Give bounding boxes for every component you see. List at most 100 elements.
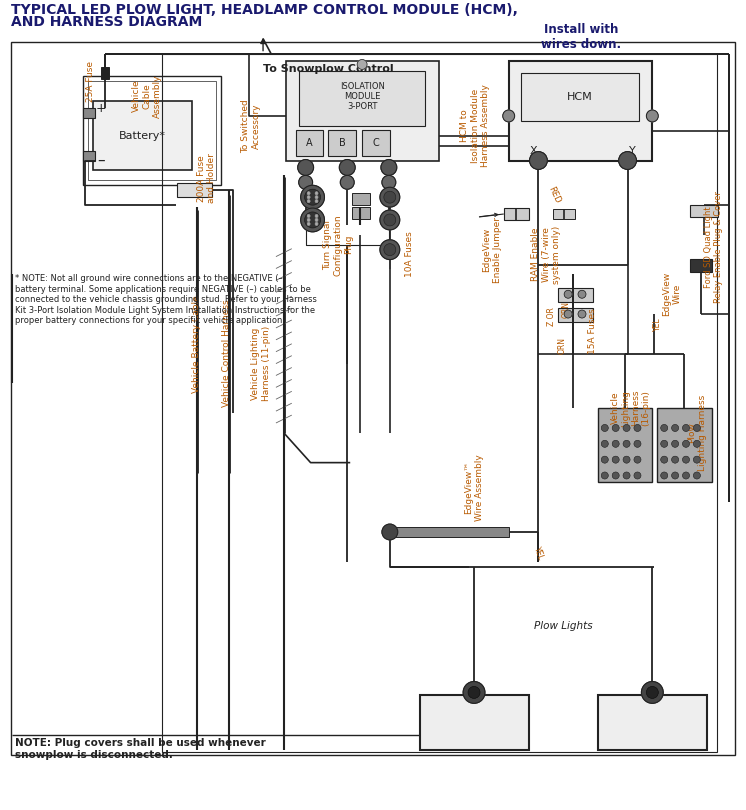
Circle shape [307, 192, 310, 194]
Text: Install with
wires down.: Install with wires down. [541, 23, 621, 51]
Circle shape [384, 244, 396, 256]
Circle shape [683, 441, 689, 447]
Circle shape [298, 176, 313, 190]
Circle shape [601, 441, 608, 447]
Circle shape [307, 199, 310, 202]
Text: +: + [95, 101, 106, 114]
Text: Plow Lights: Plow Lights [534, 621, 592, 631]
Circle shape [683, 456, 689, 463]
Text: –: – [97, 153, 104, 168]
Circle shape [646, 687, 658, 698]
Bar [657, 408, 712, 483]
Circle shape [634, 472, 641, 479]
Bar [11, 41, 735, 755]
Circle shape [671, 456, 679, 463]
Bar [88, 81, 216, 181]
Circle shape [564, 310, 572, 318]
Text: B: B [339, 138, 345, 147]
Bar [598, 696, 706, 750]
Text: EdgeView
Wire: EdgeView Wire [662, 272, 682, 317]
Text: EdgeView
Enable Jumper: EdgeView Enable Jumper [482, 216, 501, 283]
Circle shape [468, 687, 480, 698]
Circle shape [671, 424, 679, 432]
Circle shape [380, 210, 400, 230]
Circle shape [661, 424, 668, 432]
Circle shape [315, 196, 318, 198]
Text: Vehicle
Cable
Assembly: Vehicle Cable Assembly [132, 75, 162, 118]
Text: 25A Fuse: 25A Fuse [87, 61, 95, 102]
Circle shape [694, 456, 700, 463]
Text: ORN: ORN [558, 337, 567, 354]
Circle shape [380, 240, 400, 259]
Bar [598, 408, 652, 483]
Circle shape [683, 424, 689, 432]
Bar [83, 151, 95, 160]
Circle shape [315, 192, 318, 194]
Circle shape [601, 472, 608, 479]
Text: AND HARNESS DIAGRAM: AND HARNESS DIAGRAM [11, 15, 203, 29]
Bar [298, 71, 425, 126]
Circle shape [307, 219, 310, 221]
Circle shape [623, 424, 630, 432]
Text: To Snowplow Control: To Snowplow Control [263, 64, 394, 75]
Circle shape [612, 441, 619, 447]
Circle shape [384, 214, 396, 226]
Circle shape [623, 441, 630, 447]
Text: RED: RED [546, 185, 562, 205]
Circle shape [463, 681, 485, 703]
Circle shape [339, 160, 355, 176]
Circle shape [357, 59, 367, 70]
Circle shape [339, 160, 355, 176]
Circle shape [642, 681, 663, 703]
Circle shape [671, 472, 679, 479]
Circle shape [623, 424, 630, 432]
Circle shape [381, 160, 397, 176]
Circle shape [301, 208, 325, 232]
Circle shape [578, 290, 586, 298]
Circle shape [301, 185, 325, 209]
Circle shape [661, 424, 668, 432]
Circle shape [694, 472, 700, 479]
Text: Z OR: Z OR [547, 308, 556, 326]
Circle shape [315, 192, 318, 194]
Bar [83, 76, 222, 185]
Circle shape [503, 110, 515, 122]
Bar [362, 130, 390, 156]
Bar [286, 62, 439, 160]
Circle shape [382, 524, 398, 540]
Circle shape [380, 210, 400, 230]
Text: To Switched
Accessory: To Switched Accessory [242, 99, 261, 153]
Bar [162, 53, 717, 752]
Text: YEL: YEL [653, 318, 662, 330]
Circle shape [683, 456, 689, 463]
Circle shape [564, 290, 572, 298]
Text: Vehicle Battery Cable: Vehicle Battery Cable [192, 295, 201, 393]
Circle shape [634, 472, 641, 479]
Circle shape [380, 187, 400, 207]
Text: Vehicle
Lighting
Harness
(16-pin): Vehicle Lighting Harness (16-pin) [610, 390, 651, 427]
Bar [177, 183, 212, 197]
Text: 200A Fuse
and Holder: 200A Fuse and Holder [197, 153, 216, 203]
Circle shape [694, 472, 700, 479]
Circle shape [301, 185, 325, 209]
Circle shape [315, 215, 318, 217]
Circle shape [634, 441, 641, 447]
Circle shape [307, 215, 310, 217]
Circle shape [618, 151, 636, 169]
Circle shape [382, 524, 398, 540]
Circle shape [646, 110, 658, 122]
Circle shape [357, 59, 367, 70]
Text: Vehicle Control Harness: Vehicle Control Harness [222, 300, 231, 407]
Bar [558, 288, 593, 302]
Circle shape [530, 151, 548, 169]
Circle shape [304, 190, 321, 205]
Circle shape [671, 441, 679, 447]
Circle shape [382, 176, 396, 190]
Circle shape [694, 456, 700, 463]
Circle shape [671, 456, 679, 463]
Bar [352, 207, 370, 219]
Circle shape [384, 244, 396, 256]
Circle shape [601, 456, 608, 463]
Circle shape [646, 110, 658, 122]
Circle shape [623, 472, 630, 479]
